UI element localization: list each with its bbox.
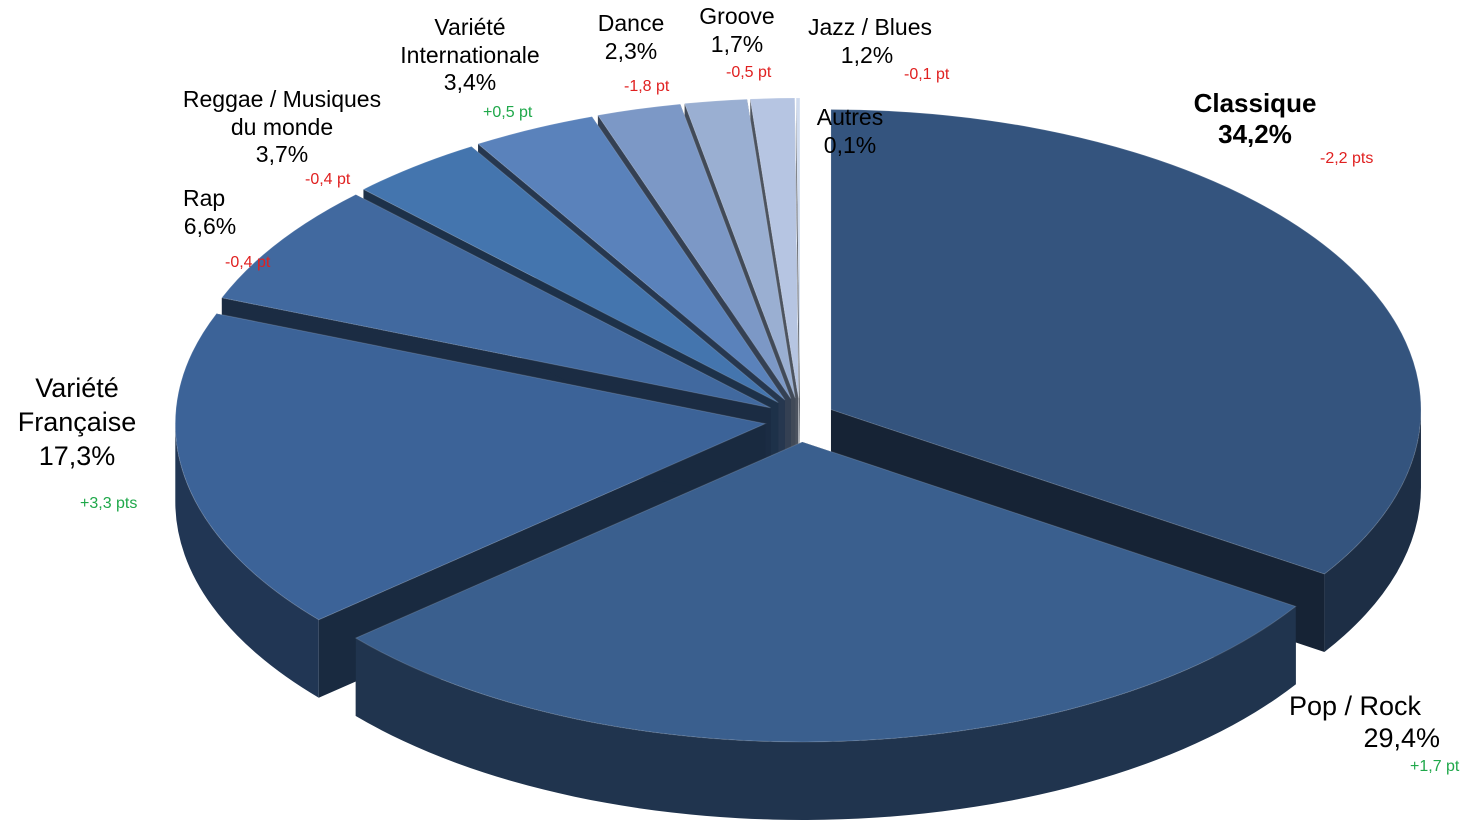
slice-side — [1324, 409, 1421, 653]
slice-wall — [796, 98, 800, 477]
slice-side — [355, 606, 1296, 820]
slice-top — [597, 103, 792, 400]
slice-top — [362, 145, 779, 404]
slice-top — [830, 109, 1422, 575]
label-variete-internationale: Variété Internationale 3,4% — [380, 14, 560, 97]
pie-slices — [174, 97, 1422, 820]
label-rap: Rap 6,6% — [165, 185, 255, 240]
slice-top — [174, 313, 767, 621]
delta-jazz-blues: -0,1 pt — [904, 66, 950, 83]
delta-variete-internationale: +0,5 pt — [483, 104, 533, 121]
label-variete-francaise: Variété Française 17,3% — [2, 372, 152, 473]
slice-label-name: Classique — [1193, 88, 1317, 118]
slice-label-name: Variété Internationale — [400, 14, 540, 68]
slice-label-value: 1,2% — [840, 41, 894, 68]
delta-reggae: -0,4 pt — [305, 171, 351, 188]
slice-label-name: Variété Française — [17, 373, 137, 437]
delta-pop-rock: +1,7 pt — [1410, 758, 1460, 775]
slice-label-value: 3,7% — [255, 141, 309, 168]
slice-top — [354, 441, 1297, 743]
label-reggae: Reggae / Musiques du monde 3,7% — [162, 86, 402, 169]
slice-label-name: Rap — [183, 185, 226, 211]
label-pop-rock: Pop / Rock 29,4% — [1270, 690, 1440, 755]
slice-label-value: 17,3% — [38, 440, 116, 471]
slice-top — [795, 97, 801, 399]
slice-label-value: 6,6% — [183, 212, 237, 239]
slice-label-name: Pop / Rock — [1288, 691, 1422, 721]
slice-top — [220, 194, 771, 409]
slice-top — [749, 97, 799, 399]
slice-label-value: 0,1% — [823, 131, 877, 158]
delta-rap: -0,4 pt — [225, 254, 271, 271]
slice-label-value: 3,4% — [443, 69, 497, 96]
label-dance: Dance 2,3% — [586, 10, 676, 65]
label-groove: Groove 1,7% — [685, 3, 789, 58]
delta-classique: -2,2 pts — [1320, 150, 1374, 167]
slice-label-name: Reggae / Musiques du monde — [182, 86, 382, 140]
slice-label-name: Autres — [816, 104, 884, 130]
slice-label-value: 2,3% — [604, 37, 658, 64]
slice-side — [175, 423, 319, 698]
slice-top — [477, 116, 786, 401]
delta-groove: -0,5 pt — [726, 64, 772, 81]
slice-label-value: 34,2% — [1218, 119, 1292, 150]
slice-label-name: Dance — [597, 10, 665, 36]
label-jazz-blues: Jazz / Blues 1,2% — [790, 14, 950, 69]
slice-top — [683, 98, 796, 399]
pie-slice — [795, 97, 801, 477]
pie-slice — [354, 441, 1297, 820]
slice-label-name: Jazz / Blues — [808, 14, 932, 40]
label-autres: Autres 0,1% — [805, 104, 895, 159]
delta-variete-francaise: +3,3 pts — [80, 495, 138, 512]
label-classique: Classique 34,2% — [1180, 88, 1330, 150]
delta-dance: -1,8 pt — [624, 78, 670, 95]
slice-label-value: 29,4% — [1363, 723, 1440, 754]
slice-label-name: Groove — [699, 3, 775, 29]
slice-label-value: 1,7% — [710, 30, 764, 57]
